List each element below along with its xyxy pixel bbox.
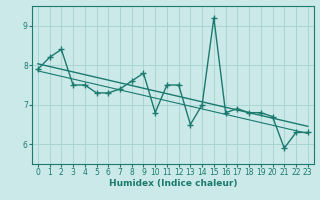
X-axis label: Humidex (Indice chaleur): Humidex (Indice chaleur) (108, 179, 237, 188)
